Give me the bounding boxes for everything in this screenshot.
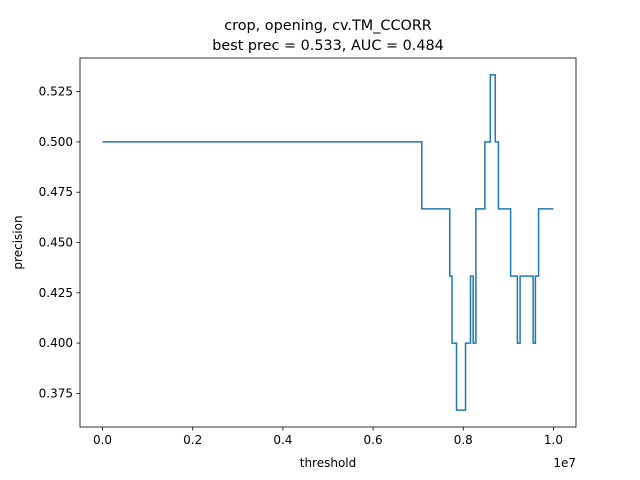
y-tick-label: 0.525 bbox=[39, 85, 73, 99]
y-tick-label: 0.475 bbox=[39, 185, 73, 199]
series-line-0 bbox=[102, 74, 554, 411]
x-tick-label: 0.4 bbox=[273, 433, 292, 447]
y-tick-label: 0.400 bbox=[39, 336, 73, 350]
x-tick-label: 1.0 bbox=[544, 433, 563, 447]
y-tick-label: 0.425 bbox=[39, 286, 73, 300]
axes-frame bbox=[79, 57, 577, 428]
y-axis-label: precision bbox=[11, 215, 25, 269]
chart-subtitle: best prec = 0.533, AUC = 0.484 bbox=[212, 38, 444, 54]
chart-title: crop, opening, cv.TM_CCORR bbox=[224, 18, 432, 34]
x-tick-label: 0.2 bbox=[183, 433, 202, 447]
y-tick-label: 0.450 bbox=[39, 236, 73, 250]
x-axis-offset-label: 1e7 bbox=[553, 456, 576, 470]
x-axis-label: threshold bbox=[300, 456, 357, 470]
y-tick-label: 0.500 bbox=[39, 135, 73, 149]
x-tick-label: 0.6 bbox=[364, 433, 383, 447]
axis-ticks: 0.0 0.2 0.4 0.6 0.8 1.0 0.375 0.400 0.425 0.450 0.… bbox=[39, 85, 563, 447]
x-tick-label: 0.0 bbox=[93, 433, 112, 447]
x-tick-label: 0.8 bbox=[454, 433, 473, 447]
y-tick-label: 0.375 bbox=[39, 386, 73, 400]
plot-area bbox=[102, 74, 554, 411]
